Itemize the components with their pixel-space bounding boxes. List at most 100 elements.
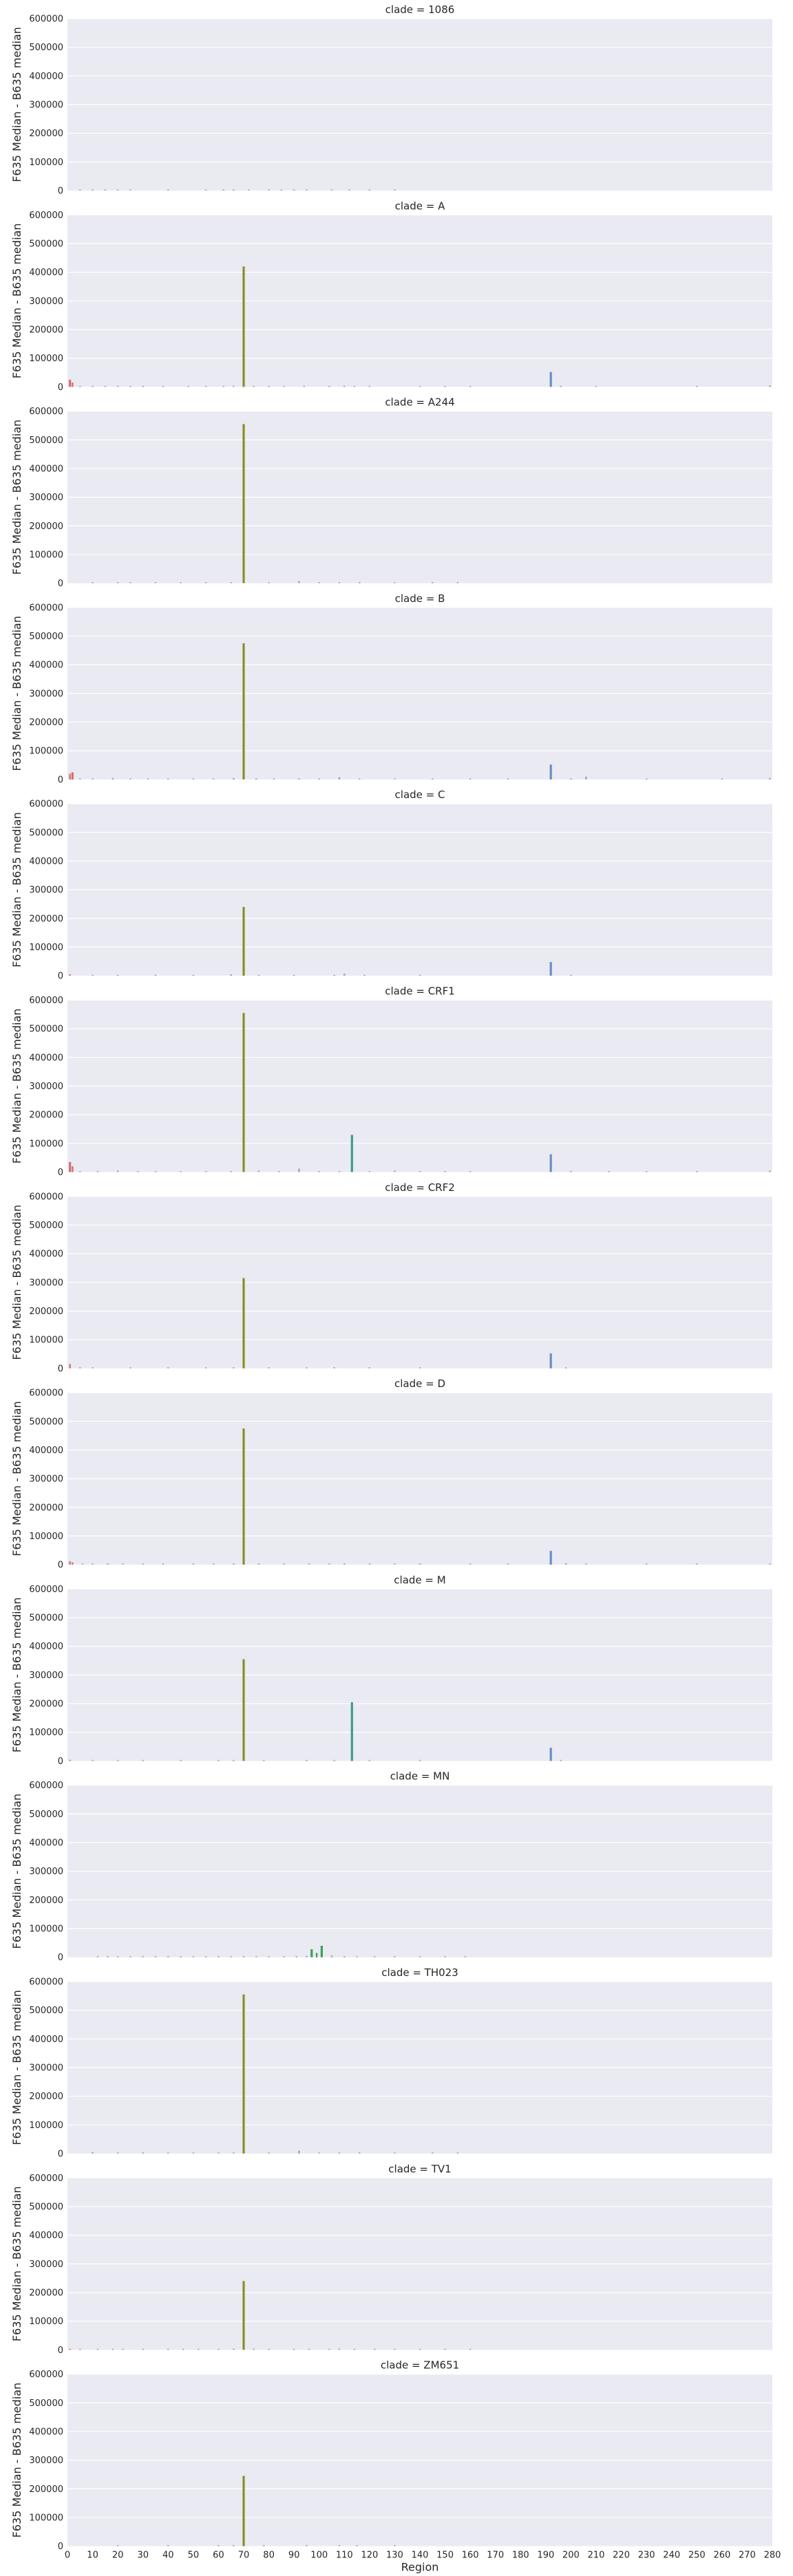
bar — [549, 372, 552, 387]
facet-title: clade = ZM651 — [381, 2359, 459, 2372]
bar — [318, 582, 320, 583]
bar — [92, 1563, 94, 1565]
bar — [298, 2150, 300, 2154]
x-tick-label: 10 — [87, 2551, 98, 2561]
bar — [560, 1759, 562, 1761]
bar — [69, 1161, 72, 1172]
bar — [394, 1170, 396, 1172]
y-tick-label: 600000 — [29, 2174, 63, 2184]
bar — [769, 1170, 771, 1172]
bar — [330, 189, 333, 191]
y-tick-label: 200000 — [29, 2092, 63, 2102]
bar — [233, 2348, 235, 2350]
y-tick-label: 100000 — [29, 1728, 63, 1738]
bar — [280, 189, 283, 191]
y-tick-label: 600000 — [29, 407, 63, 417]
bar — [204, 1367, 207, 1368]
bar — [69, 1364, 71, 1368]
bar — [507, 1563, 509, 1565]
bar — [222, 385, 224, 387]
bar — [79, 1367, 81, 1368]
facet-title: clade = B — [395, 592, 445, 605]
bar — [92, 778, 94, 780]
bar — [92, 974, 94, 976]
bar — [192, 778, 195, 780]
bar — [112, 2348, 114, 2350]
bar — [570, 778, 572, 780]
y-tick-label: 0 — [58, 1560, 63, 1571]
y-tick-label: 100000 — [29, 2121, 63, 2131]
x-tick-label: 100 — [310, 2551, 328, 2561]
bar — [255, 1956, 257, 1957]
y-tick-label: 600000 — [29, 1192, 63, 1202]
bar — [585, 776, 587, 780]
bar — [419, 1759, 421, 1761]
facet-title: clade = D — [394, 1377, 445, 1390]
bar — [306, 2545, 308, 2546]
bar — [696, 1563, 698, 1565]
bar — [278, 1171, 280, 1172]
bar — [456, 2152, 459, 2154]
y-tick-label: 600000 — [29, 799, 63, 810]
x-tick-label: 190 — [537, 2551, 554, 2561]
y-tick-label: 600000 — [29, 996, 63, 1006]
y-tick-label: 400000 — [29, 2427, 63, 2437]
bar — [233, 385, 235, 387]
bar — [116, 1956, 119, 1957]
x-tick-label: 160 — [462, 2551, 479, 2561]
x-tick-label: 250 — [688, 2551, 706, 2561]
bar — [212, 1563, 215, 1565]
facet-title: clade = M — [394, 1574, 445, 1586]
bar — [350, 1135, 353, 1172]
bar — [72, 1562, 74, 1565]
bar — [394, 2152, 396, 2154]
bar — [116, 1759, 119, 1761]
bar — [549, 764, 552, 780]
bar — [230, 582, 232, 583]
bar — [242, 1659, 245, 1761]
bar — [368, 1367, 371, 1368]
y-tick-label: 400000 — [29, 72, 63, 82]
bar — [129, 1956, 131, 1957]
bar — [419, 1367, 421, 1368]
bar — [469, 2348, 472, 2350]
y-tick-label: 100000 — [29, 1335, 63, 1346]
y-tick-label: 100000 — [29, 747, 63, 757]
y-axis-label: F635 Median - B635 median — [10, 224, 23, 379]
bar — [129, 582, 131, 583]
bar — [142, 2348, 144, 2350]
bar — [218, 2545, 220, 2546]
y-tick-label: 500000 — [29, 1417, 63, 1427]
bar — [268, 1367, 270, 1368]
bar — [257, 1563, 260, 1565]
bar — [142, 2152, 144, 2154]
bar — [142, 1563, 144, 1565]
bar — [192, 1563, 195, 1565]
y-axis-label: F635 Median - B635 median — [10, 616, 23, 771]
bar — [268, 189, 270, 191]
bar — [167, 1956, 169, 1957]
y-tick-label: 0 — [58, 775, 63, 785]
y-tick-label: 600000 — [29, 14, 63, 25]
bar — [318, 778, 320, 780]
bar — [79, 385, 81, 387]
bar — [69, 1759, 71, 1761]
bar — [180, 582, 182, 583]
bar — [222, 189, 224, 191]
bar — [432, 582, 434, 583]
bar — [204, 1956, 207, 1957]
bar — [303, 385, 305, 387]
y-tick-label: 500000 — [29, 2398, 63, 2409]
y-tick-label: 400000 — [29, 1642, 63, 1652]
bar — [167, 778, 169, 780]
facet-title: clade = MN — [390, 1770, 450, 1783]
y-tick-label: 100000 — [29, 158, 63, 168]
y-tick-label: 400000 — [29, 1249, 63, 1260]
bar — [469, 1563, 472, 1565]
bar — [306, 1759, 308, 1761]
y-axis-label: F635 Median - B635 median — [10, 1401, 23, 1556]
y-tick-label: 500000 — [29, 1221, 63, 1231]
bar — [359, 581, 361, 583]
x-tick-label: 240 — [663, 2551, 680, 2561]
bar — [318, 1171, 320, 1172]
